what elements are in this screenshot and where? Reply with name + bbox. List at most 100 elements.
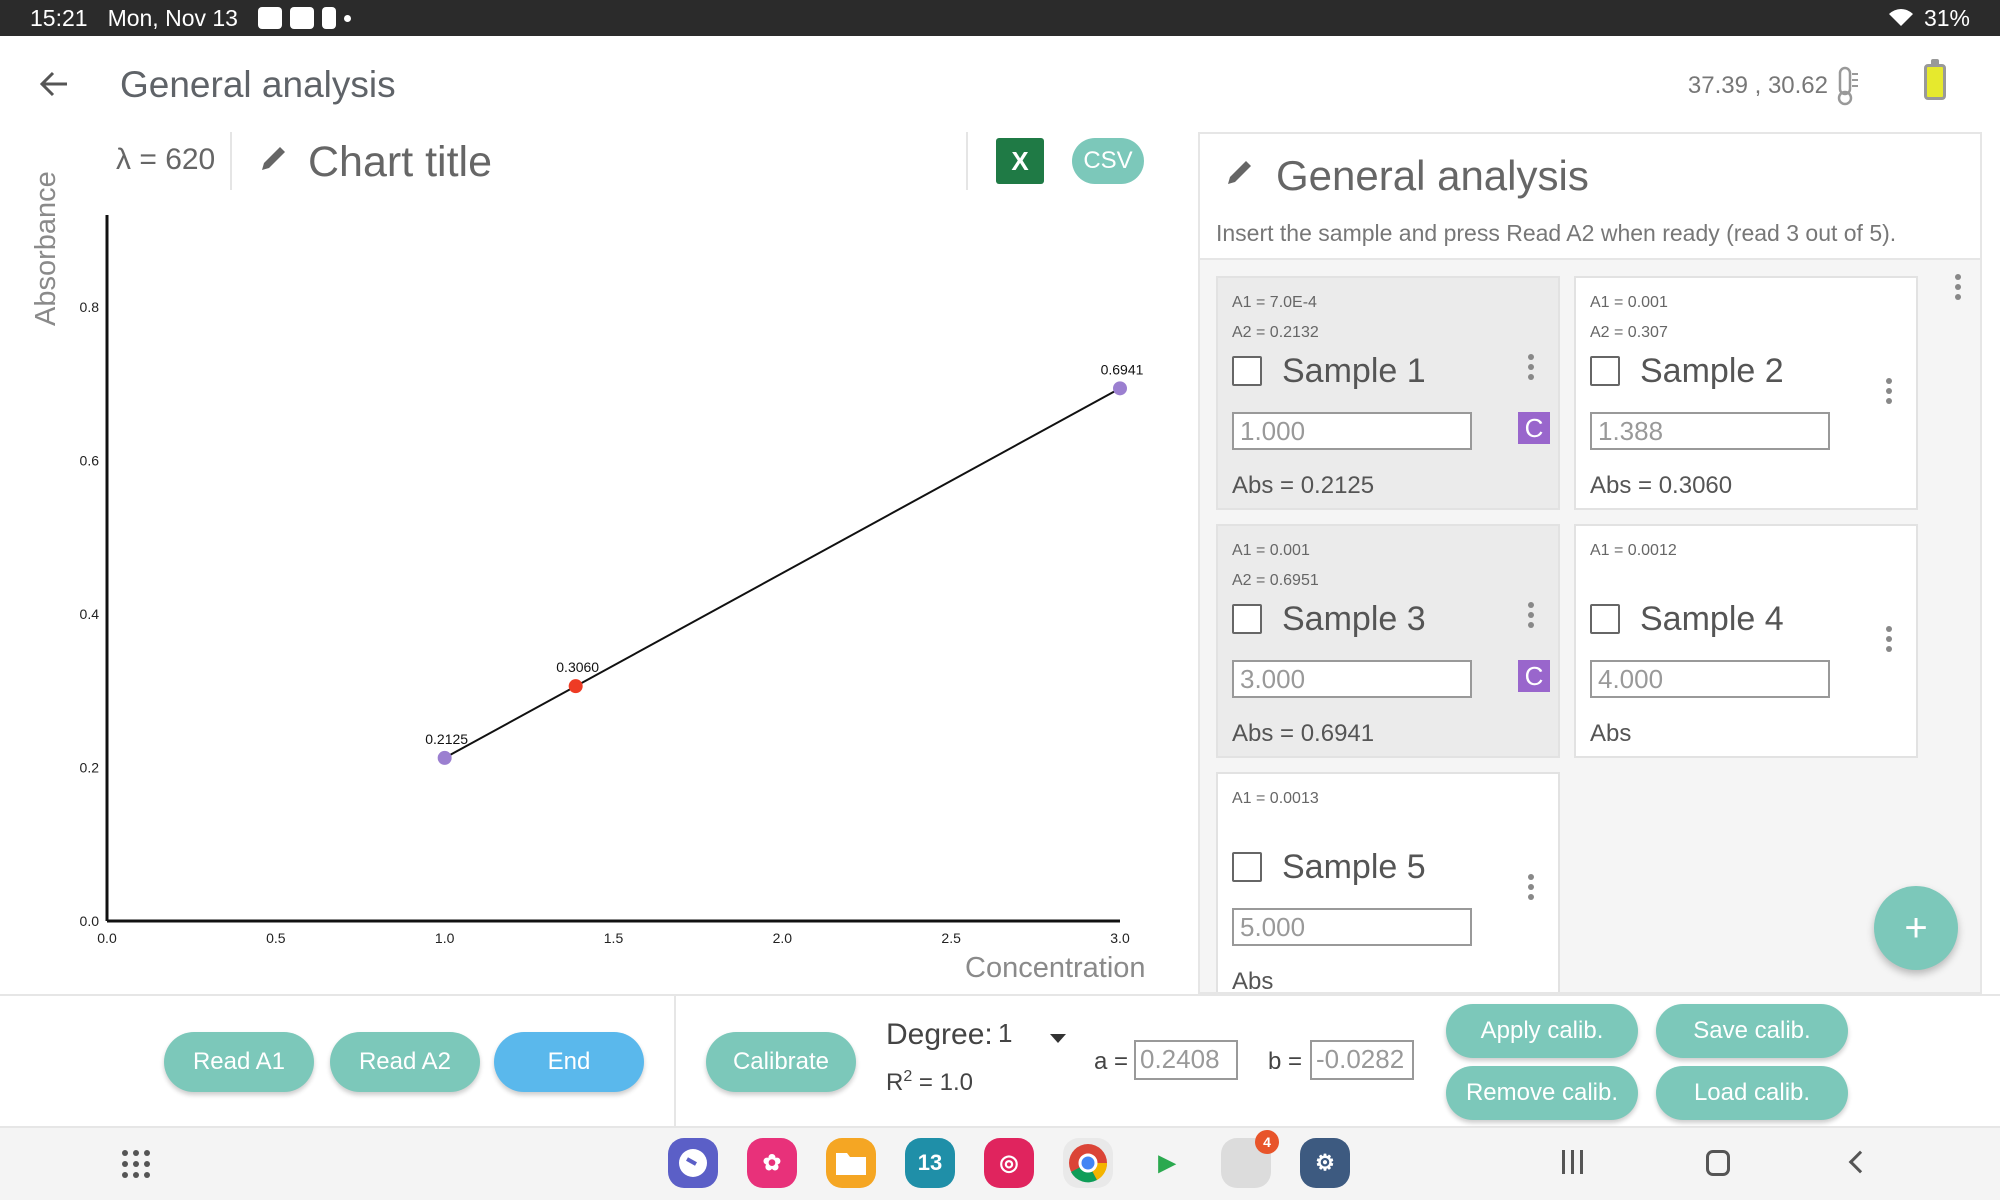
remove-calib-button[interactable]: Remove calib.	[1446, 1066, 1638, 1120]
r2-value: = 1.0	[912, 1069, 973, 1096]
recent-apps-icon[interactable]	[1562, 1150, 1583, 1174]
wavelength-label: λ = 620	[116, 143, 216, 176]
panel-instructions: Insert the sample and press Read A2 when…	[1216, 220, 1897, 246]
chart-title[interactable]: Chart title	[308, 138, 493, 186]
x-tick-label: 1.0	[435, 930, 455, 946]
battery-percent: 31%	[1923, 4, 1970, 31]
edit-title-pencil-icon[interactable]	[258, 142, 290, 182]
save-calib-button[interactable]: Save calib.	[1656, 1004, 1848, 1058]
r2-prefix: R	[886, 1069, 904, 1096]
settings-app-icon[interactable]: ⚙	[1300, 1138, 1350, 1188]
load-calib-button[interactable]: Load calib.	[1656, 1066, 1848, 1120]
blossom-app-icon[interactable]: ✿	[747, 1138, 797, 1188]
absorbance-value: Abs = 0.6941	[1232, 720, 1375, 747]
data-label: 0.3060	[556, 659, 599, 675]
back-arrow-icon[interactable]	[32, 62, 76, 106]
a2-reading: A2 = 0.307	[1590, 324, 1668, 341]
back-icon[interactable]	[1848, 1150, 1872, 1174]
data-point	[568, 679, 583, 694]
app-drawer-icon[interactable]	[122, 1150, 150, 1178]
x-tick-label: 2.5	[941, 930, 961, 946]
wifi-icon	[1888, 9, 1913, 26]
a1-reading: A1 = 7.0E-4	[1232, 294, 1317, 311]
y-tick-label: 0.4	[80, 606, 100, 622]
sample-checkbox[interactable]	[1232, 852, 1262, 882]
excel-export-icon[interactable]: X	[996, 138, 1044, 184]
a1-reading: A1 = 0.0013	[1232, 790, 1319, 807]
read-a1-button[interactable]: Read A1	[164, 1032, 314, 1092]
chrome-app-icon[interactable]	[1063, 1138, 1113, 1188]
sample-name: Sample 3	[1282, 600, 1426, 638]
concentration-input[interactable]	[1590, 412, 1830, 450]
camera-app-icon[interactable]: ◎	[984, 1138, 1034, 1188]
home-icon[interactable]	[1706, 1150, 1730, 1176]
a-coefficient-field[interactable]: 0.2408	[1134, 1040, 1238, 1080]
sample-checkbox[interactable]	[1232, 604, 1262, 634]
calibrate-button[interactable]: Calibrate	[706, 1032, 856, 1092]
more-notifications-icon	[343, 14, 351, 22]
sample-card[interactable]: A1 = 0.0013 Sample 5 Abs	[1216, 772, 1560, 994]
app-bar: General analysis 37.39 , 30.62	[0, 36, 2000, 136]
a1-reading: A1 = 0.001	[1590, 294, 1668, 311]
data-label: 0.6941	[1101, 361, 1144, 377]
csv-export-button[interactable]: CSV	[1072, 138, 1144, 184]
notification-count-badge: 4	[1255, 1130, 1279, 1154]
concentration-input[interactable]	[1232, 660, 1472, 698]
a2-reading: A2 = 0.6951	[1232, 572, 1319, 589]
absorbance-value: Abs = 0.2125	[1232, 472, 1375, 499]
sample-menu-icon[interactable]	[1886, 626, 1892, 652]
sample-menu-icon[interactable]	[1528, 874, 1534, 900]
bottom-toolbar: Read A1 Read A2 End Calibrate Degree: 1 …	[0, 994, 2000, 1128]
sample-name: Sample 2	[1640, 352, 1784, 390]
sample-checkbox[interactable]	[1590, 604, 1620, 634]
sample-name: Sample 5	[1282, 848, 1426, 886]
files-app-icon[interactable]	[826, 1138, 876, 1188]
sample-menu-icon[interactable]	[1528, 602, 1534, 628]
absorbance-value: Abs	[1232, 968, 1274, 994]
sample-name: Sample 4	[1640, 600, 1784, 638]
concentration-input[interactable]	[1590, 660, 1830, 698]
data-label: 0.2125	[425, 731, 468, 747]
edit-analysis-pencil-icon[interactable]	[1224, 156, 1256, 196]
panel-header: General analysis Insert the sample and p…	[1200, 134, 1980, 260]
calibration-badge: C	[1518, 412, 1550, 444]
x-tick-label: 2.0	[773, 930, 793, 946]
end-button[interactable]: End	[494, 1032, 644, 1092]
apply-calib-button[interactable]: Apply calib.	[1446, 1004, 1638, 1058]
sample-checkbox[interactable]	[1232, 356, 1262, 386]
sample-checkbox[interactable]	[1590, 356, 1620, 386]
sample-card[interactable]: A1 = 0.0012 Sample 4 Abs	[1574, 524, 1918, 758]
add-sample-button[interactable]: +	[1874, 886, 1958, 970]
panel-menu-icon[interactable]	[1948, 274, 1968, 314]
b-coefficient-field[interactable]: -0.0282	[1310, 1040, 1414, 1080]
chevron-down-icon[interactable]	[1050, 1034, 1066, 1043]
divider	[674, 996, 676, 1128]
y-tick-label: 0.0	[80, 913, 100, 929]
calibration-badge: C	[1518, 660, 1550, 692]
system-nav-bar: ✿ 13 ◎ ▶ 4 ⚙	[0, 1128, 2000, 1200]
concentration-input[interactable]	[1232, 412, 1472, 450]
notification-icon	[321, 7, 336, 29]
play-store-app-icon[interactable]: ▶	[1142, 1138, 1192, 1188]
gallery-icon	[257, 7, 282, 29]
sample-menu-icon[interactable]	[1886, 378, 1892, 404]
a1-reading: A1 = 0.0012	[1590, 542, 1677, 559]
google-folder-icon[interactable]: 4	[1221, 1130, 1279, 1188]
thermometer-icon	[1837, 66, 1858, 106]
sample-card[interactable]: A1 = 7.0E-4 A2 = 0.2132 Sample 1 C Abs =…	[1216, 276, 1560, 510]
concentration-input[interactable]	[1232, 908, 1472, 946]
y-tick-label: 0.2	[80, 760, 100, 776]
calendar-app-icon[interactable]: 13	[905, 1138, 955, 1188]
sample-card[interactable]: A1 = 0.001 A2 = 0.307 Sample 2 Abs = 0.3…	[1574, 276, 1918, 510]
x-tick-label: 0.5	[266, 930, 286, 946]
messages-app-icon[interactable]	[668, 1138, 718, 1188]
sample-menu-icon[interactable]	[1528, 354, 1534, 380]
a-coefficient-label: a =	[1094, 1048, 1129, 1075]
x-tick-label: 0.0	[97, 930, 117, 946]
read-a2-button[interactable]: Read A2	[330, 1032, 480, 1092]
status-bar: 15:21 Mon, Nov 13 31%	[0, 0, 2000, 36]
sample-card[interactable]: A1 = 0.001 A2 = 0.6951 Sample 3 C Abs = …	[1216, 524, 1560, 758]
degree-select[interactable]: 1	[998, 1018, 1013, 1048]
battery-icon	[1924, 59, 1946, 100]
location-coordinates: 37.39 , 30.62	[1688, 66, 1860, 106]
